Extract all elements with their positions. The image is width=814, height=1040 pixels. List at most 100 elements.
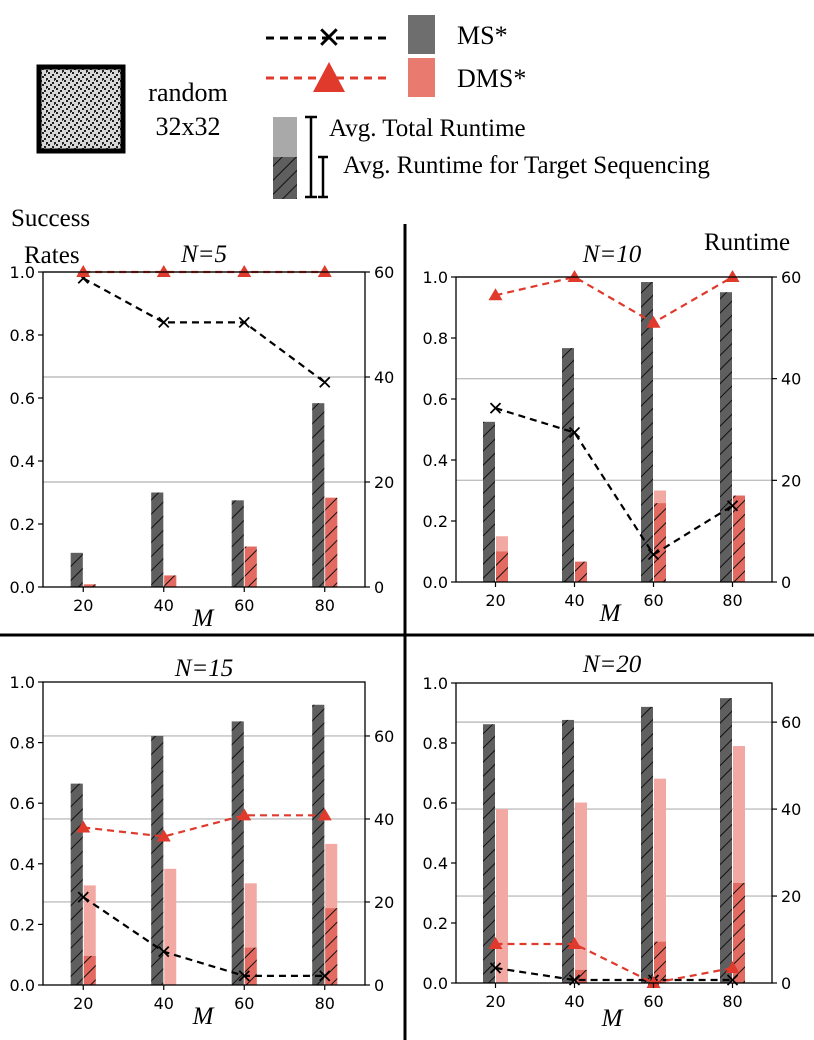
- left-tick-label: 0.0: [10, 578, 35, 597]
- dms-success-point: [646, 976, 661, 988]
- x-tick-label: 40: [154, 596, 174, 615]
- dms-legend-label: DMS*: [457, 64, 526, 93]
- dms-success-point: [237, 265, 252, 277]
- dms-success-point: [488, 288, 503, 301]
- right-tick-label: 20: [781, 471, 801, 490]
- ms-target-runtime-hatch: [483, 724, 495, 983]
- ms-target-runtime-hatch: [312, 704, 325, 985]
- ms-success-point: [158, 946, 170, 958]
- x-axis-label: M: [599, 600, 622, 627]
- ms-target-runtime-hatch: [231, 721, 244, 985]
- left-tick-label: 1.0: [10, 263, 35, 282]
- ms-target-runtime-hatch: [151, 492, 164, 587]
- ms-target-runtime-hatch: [151, 735, 164, 985]
- ms-success-point: [158, 316, 170, 329]
- ms-target-runtime-hatch: [70, 552, 83, 587]
- ms-success-point: [489, 962, 502, 974]
- random-map-thumbnail: [36, 64, 126, 154]
- ms-target-runtime-hatch: [562, 719, 574, 983]
- left-tick-label: 0.2: [10, 915, 35, 934]
- right-tick-label: 60: [781, 713, 801, 732]
- ms-target-runtime-hatch: [562, 348, 574, 582]
- dms-success-point: [646, 315, 661, 328]
- ms-success-point: [319, 970, 331, 982]
- ms-success-point: [77, 891, 89, 903]
- dms-success-point: [317, 808, 332, 821]
- left-tick-label: 0.6: [10, 794, 35, 813]
- ms-success-point: [489, 402, 502, 414]
- x-tick-label: 60: [643, 591, 663, 610]
- ms-target-runtime-hatch: [483, 421, 495, 582]
- dms-target-runtime-hatch: [83, 955, 96, 985]
- x-tick-label: 60: [643, 992, 663, 1011]
- x-tick-label: 80: [315, 994, 335, 1013]
- plot-frame: [455, 276, 773, 583]
- ms-success-point: [238, 970, 250, 982]
- panel-n5: 0.0 0.2 0.4 0.6 0.8 1.0 0 20 40 60 20 40 60 80 N=5 M: [10, 241, 395, 632]
- right-tick-label: 60: [374, 727, 394, 746]
- dms-target-runtime-hatch: [733, 495, 745, 582]
- dms-total-runtime-bar: [575, 802, 587, 983]
- legend: random 32x32 ✕ MS* DMS* Avg. Total Runti…: [36, 15, 710, 199]
- left-tick-label: 1.0: [423, 674, 448, 693]
- x-tick-label: 20: [73, 596, 93, 615]
- dms-success-point: [156, 829, 171, 842]
- dms-target-runtime-hatch: [325, 497, 338, 587]
- dms-success-line: [495, 275, 734, 325]
- total-runtime-label: Avg. Total Runtime: [329, 115, 526, 142]
- right-tick-label: 60: [781, 268, 801, 287]
- left-tick-label: 0.4: [10, 855, 35, 874]
- ms-legend-bar: [408, 15, 435, 54]
- right-tick-label: 60: [374, 263, 394, 282]
- x-tick-label: 40: [564, 591, 584, 610]
- dms-success-point: [567, 270, 582, 282]
- panel-title: N=15: [174, 655, 234, 682]
- dms-target-runtime-hatch: [325, 908, 338, 985]
- ms-target-runtime-hatch: [231, 500, 244, 587]
- dms-total-runtime-bar: [654, 778, 666, 983]
- left-tick-label: 0.6: [423, 390, 448, 409]
- dms-success-line: [495, 942, 733, 985]
- dms-success-point: [488, 937, 503, 949]
- plot-frame: [455, 682, 773, 984]
- dms-success-point: [156, 265, 171, 277]
- dms-success-point: [317, 265, 332, 277]
- x-tick-label: 20: [485, 992, 505, 1011]
- x-axis-label: M: [601, 1005, 624, 1032]
- left-axis-label-line2: Rates: [24, 242, 80, 269]
- ms-success-line: [495, 407, 734, 557]
- right-tick-label: 40: [374, 368, 394, 387]
- left-tick-label: 0.4: [423, 451, 448, 470]
- ms-legend-marker: ✕: [316, 21, 341, 56]
- ms-target-runtime-hatch: [312, 403, 325, 587]
- left-tick-label: 0.0: [10, 976, 35, 995]
- left-tick-label: 0.2: [423, 914, 448, 933]
- left-tick-label: 0.4: [423, 854, 448, 873]
- right-tick-label: 20: [374, 893, 394, 912]
- dms-success-point: [725, 961, 740, 973]
- dms-target-runtime-hatch: [654, 503, 666, 582]
- left-tick-label: 0.2: [10, 515, 35, 534]
- left-tick-label: 0.0: [423, 573, 448, 592]
- dms-target-runtime-hatch: [83, 584, 96, 587]
- x-tick-label: 20: [73, 994, 93, 1013]
- x-tick-label: 20: [485, 591, 505, 610]
- dms-success-point: [567, 937, 582, 949]
- x-axis-label: M: [192, 605, 215, 632]
- left-tick-label: 0.6: [423, 794, 448, 813]
- ms-target-runtime-hatch: [720, 698, 732, 983]
- plot-frame: [42, 271, 366, 588]
- ms-target-runtime-hatch: [641, 706, 653, 983]
- ms-success-line: [495, 966, 733, 982]
- left-tick-label: 0.8: [10, 326, 35, 345]
- right-tick-label: 0: [374, 976, 384, 995]
- left-tick-label: 0.2: [423, 512, 448, 531]
- target-runtime-errorbar: [318, 155, 328, 199]
- ms-success-point: [568, 426, 581, 439]
- right-tick-label: 40: [374, 810, 394, 829]
- left-tick-label: 1.0: [10, 673, 35, 692]
- target-runtime-swatch-hatch: [273, 157, 297, 199]
- dms-success-point: [76, 265, 91, 277]
- dms-legend-bar: [408, 58, 435, 97]
